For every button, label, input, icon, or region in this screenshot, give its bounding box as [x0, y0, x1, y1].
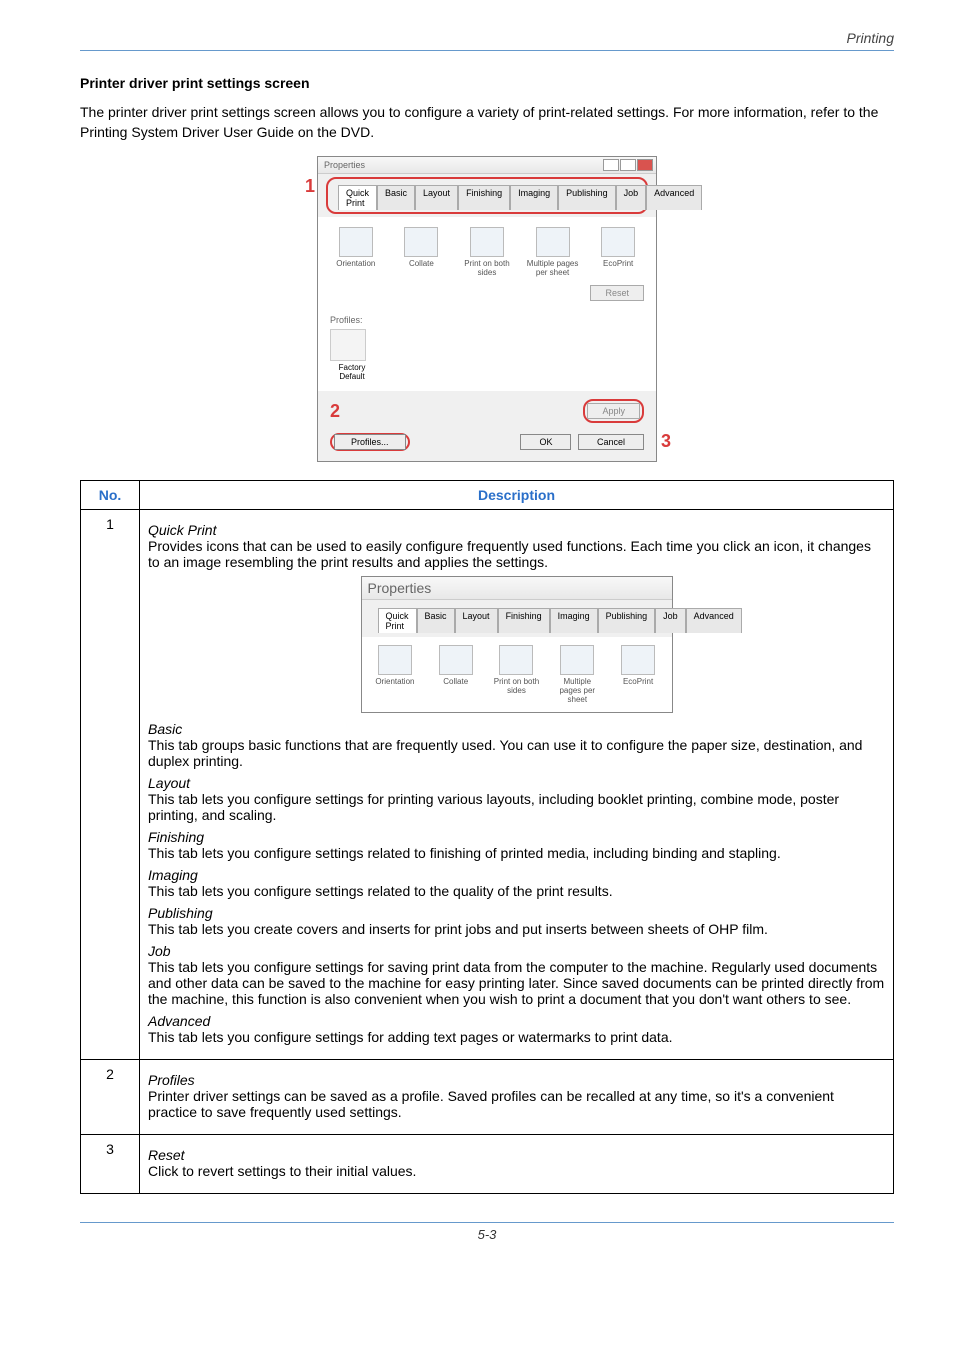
tab-quickprint[interactable]: Quick Print: [338, 185, 377, 210]
section-heading: Printer driver print settings screen: [80, 75, 894, 91]
row1-advanced-title: Advanced: [148, 1013, 885, 1029]
tabs-row: Quick Print Basic Layout Finishing Imagi…: [330, 181, 644, 210]
header-rule: [80, 50, 894, 51]
tab-imaging[interactable]: Imaging: [510, 185, 558, 210]
icon-nup[interactable]: Multiple pages per sheet: [527, 227, 579, 277]
header-section: Printing: [80, 30, 894, 48]
mini-screenshot: Properties Quick Print Basic Layout Fini…: [361, 576, 673, 713]
icon-collate[interactable]: Collate: [396, 227, 448, 277]
th-no: No.: [81, 481, 140, 510]
row1-no: 1: [81, 510, 140, 1060]
icon-duplex[interactable]: Print on both sides: [461, 227, 513, 277]
tab-publishing[interactable]: Publishing: [558, 185, 616, 210]
callout-1: 1: [305, 176, 315, 197]
intro-text: The printer driver print settings screen…: [80, 103, 894, 142]
window-title: Properties: [324, 160, 365, 170]
callout-3: 3: [661, 431, 671, 452]
profile-factory-default[interactable]: Factory Default: [330, 329, 374, 381]
row1-basic-title: Basic: [148, 721, 885, 737]
ok-button[interactable]: OK: [520, 434, 571, 450]
row2-profiles-text: Printer driver settings can be saved as …: [148, 1088, 885, 1120]
profiles-label: Profiles:: [330, 315, 644, 325]
page-number: 5-3: [80, 1227, 894, 1242]
row1-layout-text: This tab lets you configure settings for…: [148, 791, 885, 823]
icon-ecoprint[interactable]: EcoPrint: [592, 227, 644, 277]
row3-reset-text: Click to revert settings to their initia…: [148, 1163, 885, 1179]
row1-advanced-text: This tab lets you configure settings for…: [148, 1029, 885, 1045]
row3-reset-title: Reset: [148, 1147, 885, 1163]
tab-layout[interactable]: Layout: [415, 185, 458, 210]
row1-job-text: This tab lets you configure settings for…: [148, 959, 885, 1007]
cancel-button[interactable]: Cancel: [578, 434, 644, 450]
icon-orientation[interactable]: Orientation: [330, 227, 382, 277]
description-table: No. Description 1 Quick Print Provides i…: [80, 480, 894, 1194]
apply-button[interactable]: Apply: [587, 403, 640, 419]
callout-2: 2: [330, 401, 340, 422]
tab-job[interactable]: Job: [616, 185, 647, 210]
profiles-button[interactable]: Profiles...: [334, 434, 406, 450]
tab-finishing[interactable]: Finishing: [458, 185, 510, 210]
row1-basic-text: This tab groups basic functions that are…: [148, 737, 885, 769]
row3-no: 3: [81, 1135, 140, 1194]
row1-quickprint-text: Provides icons that can be used to easil…: [148, 538, 885, 570]
row1-imaging-title: Imaging: [148, 867, 885, 883]
row1-finishing-title: Finishing: [148, 829, 885, 845]
tab-basic[interactable]: Basic: [377, 185, 415, 210]
footer-rule: [80, 1222, 894, 1223]
row1-publishing-text: This tab lets you create covers and inse…: [148, 921, 885, 937]
reset-button[interactable]: Reset: [590, 285, 644, 301]
row1-job-title: Job: [148, 943, 885, 959]
row1-finishing-text: This tab lets you configure settings rel…: [148, 845, 885, 861]
tab-advanced[interactable]: Advanced: [646, 185, 702, 210]
th-desc: Description: [140, 481, 894, 510]
row2-profiles-title: Profiles: [148, 1072, 885, 1088]
driver-screenshot: 1 3 Properties Quick Print Basic Layout …: [317, 156, 657, 462]
row2-no: 2: [81, 1060, 140, 1135]
row1-quickprint-title: Quick Print: [148, 522, 885, 538]
row1-layout-title: Layout: [148, 775, 885, 791]
row1-imaging-text: This tab lets you configure settings rel…: [148, 883, 885, 899]
row1-publishing-title: Publishing: [148, 905, 885, 921]
